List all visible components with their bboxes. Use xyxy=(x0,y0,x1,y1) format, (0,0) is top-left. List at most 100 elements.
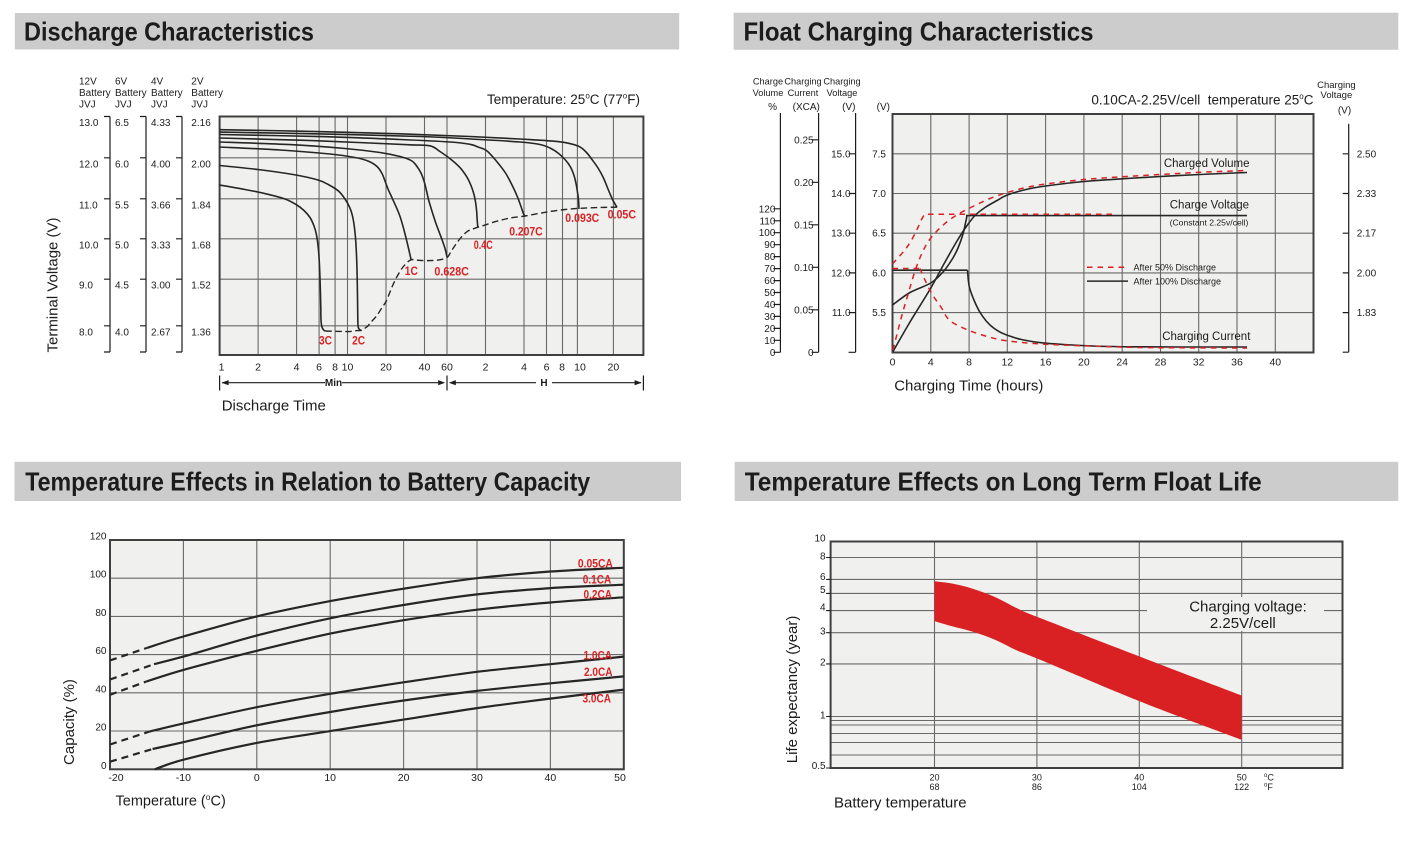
svg-text:4V: 4V xyxy=(151,77,164,88)
svg-text:5.0: 5.0 xyxy=(115,240,129,251)
svg-text:0: 0 xyxy=(770,348,776,359)
svg-text:60: 60 xyxy=(441,361,453,373)
svg-text:2.33: 2.33 xyxy=(1357,189,1377,200)
svg-text:9.0: 9.0 xyxy=(79,281,93,292)
svg-text:Temperature (oC): Temperature (oC) xyxy=(116,792,226,810)
svg-text:1.0CA: 1.0CA xyxy=(584,648,613,662)
svg-text:JVJ: JVJ xyxy=(151,100,168,111)
svg-text:3.66: 3.66 xyxy=(151,200,171,211)
svg-text:110: 110 xyxy=(759,216,775,227)
svg-text:11.0: 11.0 xyxy=(832,308,851,319)
svg-text:10: 10 xyxy=(324,772,336,784)
svg-text:5.5: 5.5 xyxy=(115,200,129,211)
svg-text:Terminal Voltage (V): Terminal Voltage (V) xyxy=(45,217,62,352)
svg-text:30: 30 xyxy=(471,772,483,784)
svg-text:20: 20 xyxy=(1078,357,1090,369)
svg-text:0.05CA: 0.05CA xyxy=(578,556,613,570)
svg-text:0.10CA-2.25V/cell temperature: 0.10CA-2.25V/cell temperature 25oC xyxy=(1091,92,1313,108)
svg-text:30: 30 xyxy=(764,312,776,323)
svg-text:8: 8 xyxy=(966,357,972,369)
svg-text:100: 100 xyxy=(90,570,107,581)
svg-text:10: 10 xyxy=(764,336,776,347)
svg-text:40: 40 xyxy=(764,300,776,311)
svg-text:3.33: 3.33 xyxy=(151,240,171,251)
svg-text:8: 8 xyxy=(559,361,565,373)
svg-text:0.093C: 0.093C xyxy=(565,211,599,225)
svg-text:11.0: 11.0 xyxy=(79,200,98,211)
svg-text:JVJ: JVJ xyxy=(191,100,208,111)
svg-text:oC: oC xyxy=(1264,773,1274,783)
svg-text:120: 120 xyxy=(759,204,776,215)
svg-text:Discharge Time: Discharge Time xyxy=(222,398,326,415)
svg-text:4: 4 xyxy=(928,357,934,369)
svg-text:0: 0 xyxy=(254,772,260,784)
svg-text:6.5: 6.5 xyxy=(115,118,129,129)
svg-text:0.1CA: 0.1CA xyxy=(583,572,612,586)
svg-text:80: 80 xyxy=(95,608,107,619)
svg-text:5: 5 xyxy=(820,585,826,596)
svg-text:4: 4 xyxy=(294,361,300,373)
svg-text:60: 60 xyxy=(764,276,776,287)
svg-text:2.50: 2.50 xyxy=(1357,149,1377,160)
svg-text:0.10: 0.10 xyxy=(794,263,814,274)
svg-text:JVJ: JVJ xyxy=(115,100,132,111)
svg-text:0.25: 0.25 xyxy=(794,135,814,146)
svg-text:2.00: 2.00 xyxy=(1357,268,1377,279)
svg-text:0.05: 0.05 xyxy=(794,305,814,316)
svg-text:Float Charging Characteristics: Float Charging Characteristics xyxy=(744,16,1094,46)
svg-text:4.5: 4.5 xyxy=(115,281,129,292)
svg-text:15.0: 15.0 xyxy=(831,149,851,160)
svg-text:0.5: 0.5 xyxy=(812,761,826,772)
svg-text:(V): (V) xyxy=(1338,106,1351,117)
svg-text:Battery: Battery xyxy=(115,88,147,99)
svg-text:10: 10 xyxy=(574,361,586,373)
svg-text:13.0: 13.0 xyxy=(79,118,99,129)
svg-text:4: 4 xyxy=(521,361,527,373)
svg-text:40: 40 xyxy=(545,772,557,784)
svg-text:8: 8 xyxy=(820,552,826,563)
svg-text:2C: 2C xyxy=(352,334,365,348)
svg-text:Battery temperature: Battery temperature xyxy=(834,794,967,811)
svg-text:1.36: 1.36 xyxy=(191,327,211,338)
svg-text:20: 20 xyxy=(608,361,620,373)
svg-text:12: 12 xyxy=(1001,357,1013,369)
svg-text:0: 0 xyxy=(890,357,896,369)
svg-text:2.67: 2.67 xyxy=(151,327,171,338)
svg-text:Battery: Battery xyxy=(79,88,111,99)
svg-text:20: 20 xyxy=(95,723,107,734)
svg-text:20: 20 xyxy=(929,773,939,783)
svg-text:2: 2 xyxy=(820,657,826,668)
svg-text:40: 40 xyxy=(1269,357,1281,369)
svg-text:Voltage: Voltage xyxy=(1321,90,1353,101)
svg-text:40: 40 xyxy=(419,361,431,373)
svg-text:2.17: 2.17 xyxy=(1357,229,1377,240)
svg-text:104: 104 xyxy=(1132,782,1147,792)
svg-text:Charging: Charging xyxy=(784,77,821,87)
svg-text:Temperature Effects in Relatio: Temperature Effects in Relation to Batte… xyxy=(25,466,590,496)
svg-text:Voltage: Voltage xyxy=(827,88,858,98)
svg-text:0.20: 0.20 xyxy=(794,178,814,189)
svg-text:4.00: 4.00 xyxy=(151,159,171,170)
svg-text:4: 4 xyxy=(820,602,826,613)
svg-text:40: 40 xyxy=(1134,773,1144,783)
svg-text:8: 8 xyxy=(332,361,338,373)
svg-text:50: 50 xyxy=(764,288,776,299)
svg-text:2.25V/cell: 2.25V/cell xyxy=(1210,615,1276,632)
svg-text:0.628C: 0.628C xyxy=(434,264,469,278)
svg-text:32: 32 xyxy=(1193,357,1205,369)
svg-text:(V): (V) xyxy=(842,102,855,113)
svg-text:0.05C: 0.05C xyxy=(608,208,637,222)
svg-text:2V: 2V xyxy=(191,77,204,88)
svg-text:6: 6 xyxy=(316,361,322,373)
svg-text:70: 70 xyxy=(764,264,776,275)
svg-text:2.00: 2.00 xyxy=(191,159,211,170)
svg-text:6.0: 6.0 xyxy=(115,159,129,170)
svg-text:4.33: 4.33 xyxy=(151,118,171,129)
svg-text:100: 100 xyxy=(759,228,776,239)
svg-text:40: 40 xyxy=(95,684,107,695)
svg-text:6V: 6V xyxy=(115,77,128,88)
svg-text:Battery: Battery xyxy=(151,88,183,99)
svg-text:Temperature Effects on Long Te: Temperature Effects on Long Term Float L… xyxy=(745,466,1262,496)
svg-text:Volume: Volume xyxy=(753,88,784,98)
svg-text:12.0: 12.0 xyxy=(831,268,851,279)
